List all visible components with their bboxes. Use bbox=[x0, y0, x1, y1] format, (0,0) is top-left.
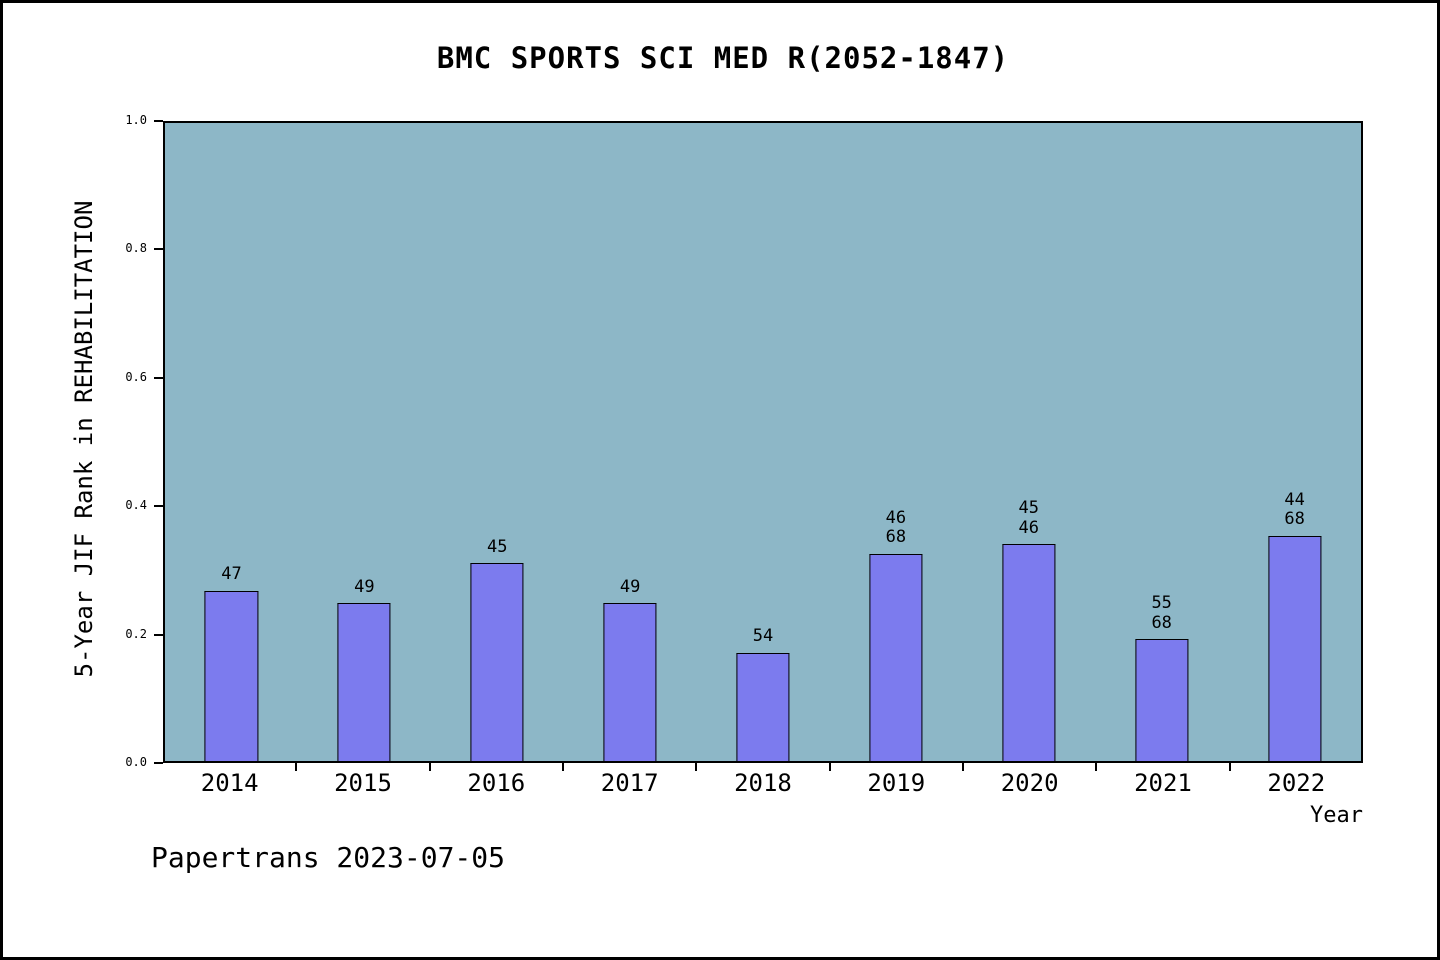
x-tick-label: 2015 bbox=[334, 769, 392, 797]
bar-2022 bbox=[1267, 535, 1322, 761]
bar-slot: 55 68 bbox=[1095, 123, 1228, 761]
x-tick-mark bbox=[1095, 763, 1098, 771]
x-axis-tick-marks bbox=[163, 763, 1363, 773]
x-tick-mark bbox=[828, 763, 831, 771]
x-tick-label: 2022 bbox=[1267, 769, 1326, 797]
x-tick-label: 2018 bbox=[734, 769, 792, 797]
bar-slot: 49 bbox=[298, 123, 431, 761]
y-axis-ticks: 0.0 0.2 0.4 0.6 0.8 1.0 bbox=[3, 113, 163, 769]
x-tick-mark bbox=[961, 763, 964, 771]
bars-container: 47 49 45 49 54 46 68 45 46 55 68 44 68 bbox=[165, 123, 1361, 761]
plot-area: 47 49 45 49 54 46 68 45 46 55 68 44 68 bbox=[163, 121, 1363, 763]
y-tick-label: 0.4 bbox=[125, 498, 147, 513]
y-tick-label: 0.6 bbox=[125, 369, 147, 384]
x-tick-label: 2014 bbox=[200, 769, 259, 797]
bar-slot: 49 bbox=[564, 123, 697, 761]
x-tick-mark bbox=[561, 763, 564, 771]
bar-slot: 44 68 bbox=[1228, 123, 1361, 761]
y-tick-mark bbox=[154, 376, 163, 379]
x-tick-label: 2017 bbox=[600, 769, 659, 797]
bar-2021 bbox=[1135, 639, 1189, 761]
x-tick-label: 2020 bbox=[1000, 769, 1059, 797]
y-tick-mark bbox=[154, 120, 163, 122]
y-tick-label: 0.2 bbox=[125, 626, 147, 641]
y-tick-label: 1.0 bbox=[125, 113, 147, 127]
bar-value-label: 45 46 bbox=[1018, 498, 1040, 538]
x-tick-mark bbox=[428, 763, 431, 771]
x-tick-mark bbox=[295, 763, 298, 771]
bar-value-label: 46 68 bbox=[885, 507, 907, 548]
x-tick-label: 2019 bbox=[867, 769, 926, 797]
y-tick-mark bbox=[154, 248, 163, 251]
x-tick-mark bbox=[1228, 763, 1231, 771]
bar-2018 bbox=[736, 652, 790, 761]
x-tick-label: 2021 bbox=[1134, 769, 1192, 797]
bar-slot: 45 bbox=[431, 123, 564, 761]
bar-slot: 46 68 bbox=[829, 123, 962, 761]
y-tick-label: 0.8 bbox=[125, 241, 147, 256]
x-tick-label: 2016 bbox=[467, 769, 526, 797]
x-axis-label: Year bbox=[1310, 803, 1363, 828]
bar-value-label: 44 68 bbox=[1284, 489, 1305, 530]
bar-slot: 47 bbox=[165, 123, 298, 761]
bar-slot: 45 46 bbox=[962, 123, 1095, 761]
y-tick-label: 0.0 bbox=[125, 755, 147, 769]
bar-value-label: 47 bbox=[221, 564, 242, 585]
bar-2020 bbox=[1002, 544, 1056, 761]
bar-2019 bbox=[869, 553, 923, 761]
bar-value-label: 49 bbox=[619, 576, 641, 597]
x-axis-tick-labels: 2014 2015 2016 2017 2018 2019 2020 2021 2022 bbox=[163, 769, 1363, 797]
watermark-text: Papertrans 2023-07-05 bbox=[151, 841, 506, 874]
y-tick-mark bbox=[154, 762, 163, 764]
bar-2014 bbox=[204, 590, 259, 761]
y-tick-mark bbox=[154, 505, 163, 508]
bar-value-label: 45 bbox=[486, 536, 508, 557]
bar-slot: 54 bbox=[697, 123, 830, 761]
bar-value-label: 49 bbox=[354, 576, 375, 597]
bar-2016 bbox=[470, 563, 524, 761]
chart-title: BMC SPORTS SCI MED R(2052-1847) bbox=[436, 41, 1010, 75]
bar-2015 bbox=[337, 603, 391, 761]
bar-value-label: 55 68 bbox=[1151, 593, 1172, 633]
x-tick-mark bbox=[695, 763, 698, 771]
bar-2017 bbox=[603, 603, 657, 761]
y-tick-mark bbox=[154, 633, 163, 636]
bar-value-label: 54 bbox=[752, 626, 774, 646]
